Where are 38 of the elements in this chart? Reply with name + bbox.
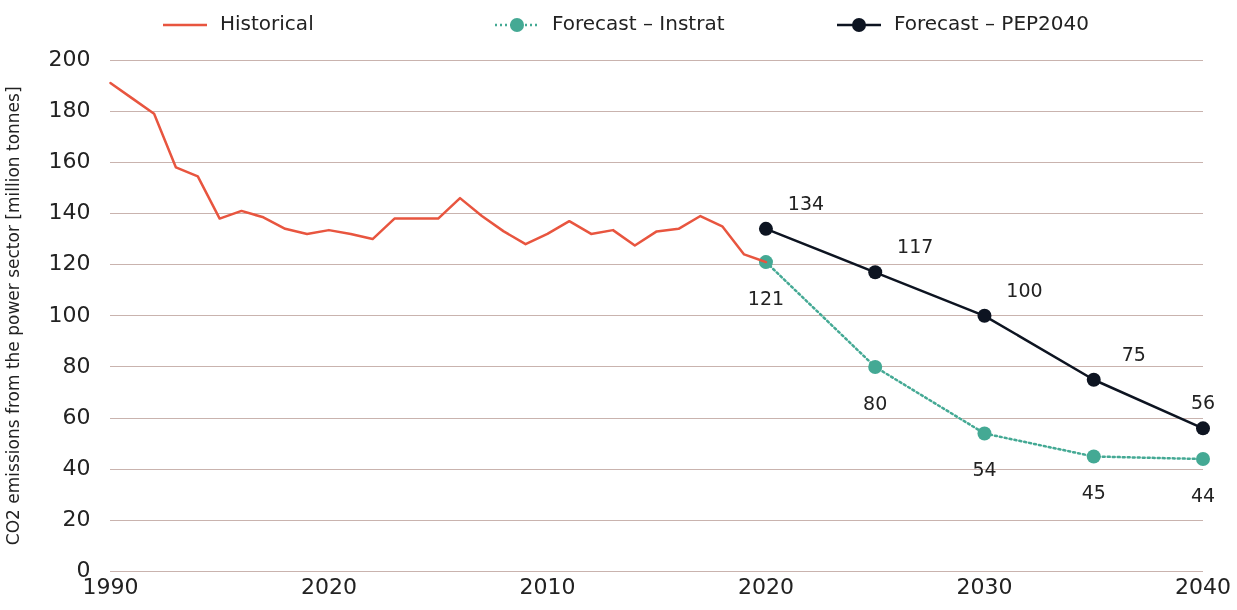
y-tick-label: 80 [62, 352, 91, 378]
y-tick-label: 140 [48, 199, 91, 225]
x-tick-label: 2010 [519, 573, 576, 599]
data-label: 54 [972, 458, 997, 481]
point [1086, 449, 1101, 464]
x-tick-label: 2020 [737, 573, 794, 599]
data-label: 134 [787, 191, 825, 214]
y-tick-label: 160 [48, 148, 91, 174]
y-tick-label: 40 [62, 455, 91, 480]
point [1196, 421, 1210, 436]
legend-label: Historical [220, 11, 314, 36]
data-label: 80 [863, 391, 888, 414]
point [1196, 452, 1210, 467]
point [1086, 372, 1101, 387]
y-tick-label: 200 [48, 45, 91, 71]
data-label: 45 [1081, 481, 1106, 504]
point [868, 265, 883, 280]
y-tick-label: 60 [62, 403, 91, 429]
data-label: 117 [897, 235, 934, 258]
x-tick-label: 2040 [1175, 573, 1231, 599]
y-tick-label: 100 [48, 301, 91, 327]
legend-label: Forecast – PEP2040 [894, 11, 1089, 36]
x-tick-label: 2020 [300, 573, 357, 599]
y-tick-label: 120 [48, 250, 91, 276]
data-label: 44 [1190, 483, 1216, 506]
data-label: 100 [1006, 278, 1043, 301]
point [977, 426, 992, 441]
data-label: 56 [1190, 391, 1216, 414]
legend-label: Forecast – Instrat [552, 11, 725, 36]
point [977, 308, 992, 323]
y-tick-label: 20 [62, 506, 91, 532]
data-label: 75 [1121, 342, 1146, 365]
data-label: 121 [747, 287, 785, 310]
y-tick-label: 180 [48, 96, 91, 122]
point [758, 221, 773, 236]
y-axis-title: CO2 emissions from the power sector [million tonnes] [2, 86, 23, 546]
x-tick-label: 2030 [956, 573, 1013, 599]
point [868, 359, 883, 374]
